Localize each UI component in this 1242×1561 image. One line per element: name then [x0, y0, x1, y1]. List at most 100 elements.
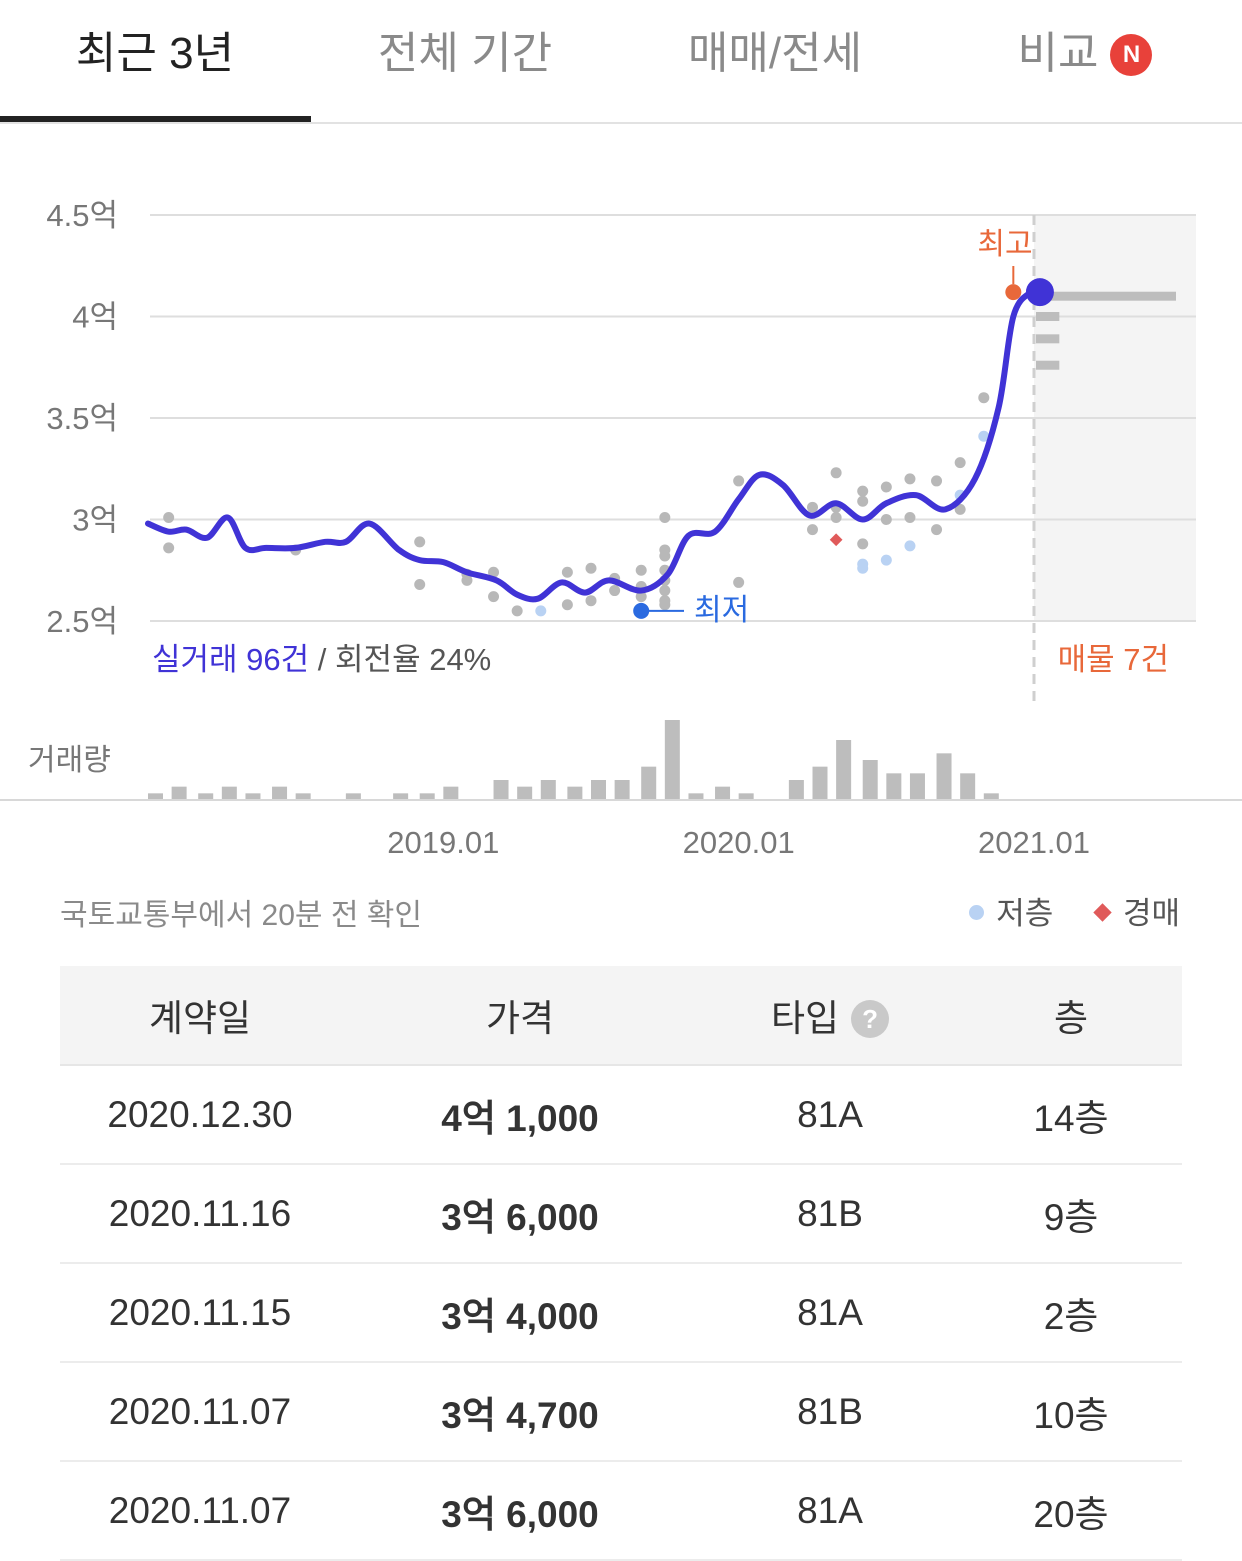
volume-bar	[614, 780, 630, 800]
transaction-dot	[931, 524, 943, 536]
volume-bar	[591, 780, 606, 800]
cell-floor: 10층	[960, 1362, 1182, 1462]
low-floor-dot	[880, 554, 892, 566]
cell-date: 2020.11.15	[60, 1263, 340, 1363]
transaction-dot	[659, 550, 671, 562]
transaction-dot	[488, 566, 500, 578]
cell-floor: 20층	[960, 1461, 1182, 1561]
y-tick-label: 3억	[72, 503, 118, 538]
price-chart: 4.5억 4억 3.5억 3억 2.5억 최고 최저 실거래 96건 / 회전율 24%…	[0, 198, 1242, 860]
cell-type: 81A	[700, 1263, 960, 1363]
legend-low-floor: 저층	[969, 896, 1053, 931]
volume-bar	[960, 773, 976, 800]
volume-bar	[715, 786, 731, 800]
tab-sale-jeonse[interactable]: 매매/전세	[620, 0, 930, 122]
transaction-dot	[830, 511, 842, 523]
active-tab-indicator	[0, 116, 311, 122]
cell-date: 2020.11.16	[60, 1164, 340, 1264]
transaction-dot	[830, 467, 842, 479]
transaction-dot	[733, 475, 745, 487]
volume-bar	[812, 766, 828, 800]
cell-price: 3억 6,000	[340, 1461, 700, 1561]
transaction-dot	[659, 511, 671, 523]
cell-type: 81A	[700, 1065, 960, 1165]
volume-bar	[171, 786, 187, 800]
cell-floor: 14층	[960, 1065, 1182, 1165]
low-floor-dot-icon	[969, 905, 985, 920]
volume-bar	[443, 786, 459, 800]
table-row: 2020.11.07 3억 6,000 81A 20층	[60, 1461, 1182, 1561]
volume-bar	[664, 720, 680, 800]
cell-price: 3억 4,700	[340, 1362, 700, 1462]
x-tick-label: 2021.01	[978, 825, 1090, 860]
price-trend-line	[145, 287, 1043, 603]
volume-bar	[517, 786, 533, 800]
transaction-dot	[904, 511, 916, 523]
header-contract-date: 계약일	[60, 966, 340, 1066]
help-icon[interactable]: ?	[851, 1000, 890, 1038]
transaction-dot	[414, 578, 426, 590]
chart-markers	[633, 266, 1054, 619]
table-header-row: 계약일 가격 타입? 층	[60, 966, 1182, 1066]
cell-floor: 2층	[960, 1263, 1182, 1363]
y-tick-label: 4.5억	[46, 198, 118, 233]
transactions-table: 계약일 가격 타입? 층 2020.12.30 4억 1,000 81A 14층…	[60, 966, 1182, 1561]
listing-bar	[1036, 360, 1060, 370]
transaction-dot	[857, 495, 869, 507]
grid-lines	[150, 214, 1196, 622]
volume-bar	[198, 793, 214, 800]
transaction-dot	[163, 511, 175, 523]
volume-bar	[936, 753, 952, 800]
volume-bar	[345, 793, 361, 800]
tab-compare[interactable]: 비교 N	[930, 0, 1240, 122]
tab-label: 매매/전세	[687, 29, 863, 78]
low-marker	[633, 602, 650, 619]
transaction-dot	[635, 564, 647, 576]
listing-bar	[1036, 312, 1060, 321]
tab-recent-3-years[interactable]: 최근 3년	[0, 0, 310, 122]
cell-floor: 9층	[960, 1164, 1182, 1264]
volume-bar	[836, 740, 852, 800]
volume-bar	[886, 773, 902, 800]
listing-count: 매물 7건	[1058, 642, 1169, 677]
transaction-dot	[807, 524, 818, 536]
transaction-count: 실거래 96건	[152, 642, 309, 677]
transaction-dot	[659, 585, 671, 597]
tab-all-period[interactable]: 전체 기간	[310, 0, 620, 122]
y-axis-labels: 4.5억 4억 3.5억 3억 2.5억	[46, 198, 118, 639]
cell-date: 2020.11.07	[60, 1461, 340, 1561]
transaction-dot	[585, 562, 597, 574]
tab-label: 최근 3년	[75, 29, 235, 78]
header-type-label: 타입	[770, 998, 840, 1039]
transaction-dot	[904, 473, 916, 485]
high-label: 최고	[977, 228, 1032, 261]
volume-bar	[272, 786, 288, 800]
new-badge: N	[1110, 34, 1153, 76]
header-floor: 층	[960, 966, 1182, 1066]
turnover-rate: / 회전율 24%	[309, 642, 491, 677]
volume-bars	[148, 720, 999, 800]
y-tick-label: 3.5억	[46, 401, 118, 436]
volume-bar	[419, 793, 435, 800]
y-tick-label: 4억	[72, 300, 118, 335]
low-floor-dot	[535, 605, 547, 617]
transaction-summary: 실거래 96건 / 회전율 24%	[152, 642, 491, 677]
transaction-dot	[857, 485, 869, 497]
volume-bar	[788, 780, 804, 800]
legend-auction-label: 경매	[1122, 896, 1180, 931]
transaction-dot	[511, 605, 523, 617]
x-tick-label: 2019.01	[387, 825, 499, 860]
tab-label: 전체 기간	[377, 29, 553, 78]
legend-auction: 경매	[1093, 896, 1180, 931]
transaction-dot	[635, 591, 647, 603]
volume-bar	[393, 793, 409, 800]
high-marker	[1005, 284, 1022, 301]
transaction-dot	[978, 392, 990, 404]
header-type: 타입?	[700, 966, 960, 1066]
cell-type: 81A	[700, 1461, 960, 1561]
volume-bar	[567, 786, 583, 800]
transaction-dot	[609, 585, 621, 597]
transaction-dot	[659, 599, 671, 611]
volume-bar	[493, 780, 509, 800]
transaction-dots	[163, 392, 990, 617]
